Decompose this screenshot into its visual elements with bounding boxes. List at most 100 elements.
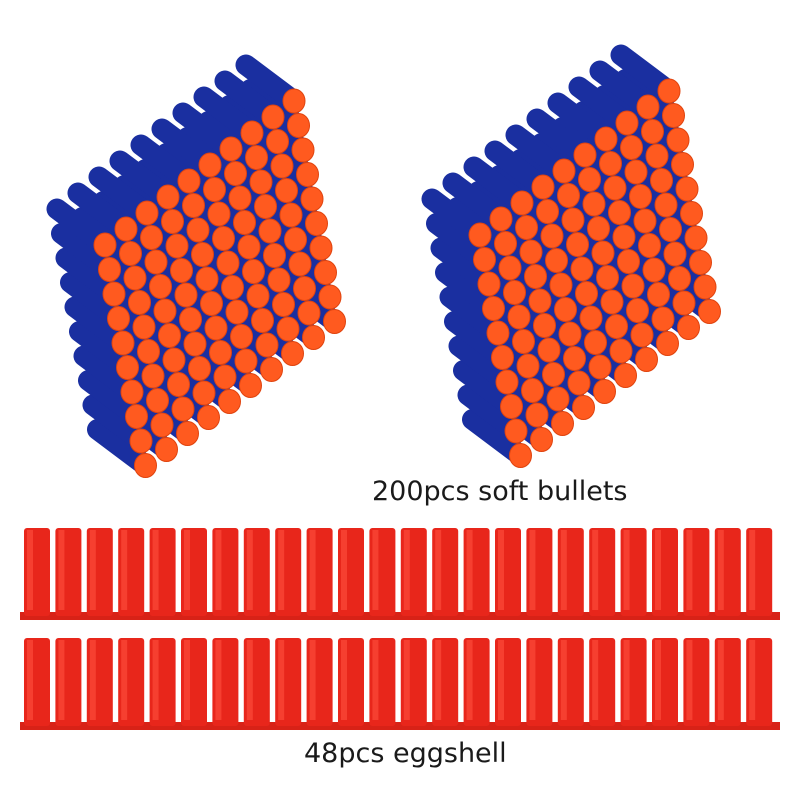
- dart-tip: [642, 257, 666, 283]
- dart-tip: [134, 453, 157, 478]
- shell-highlight: [278, 640, 285, 720]
- shell-highlight: [215, 530, 222, 610]
- dart-tip: [603, 175, 627, 201]
- dart-tip: [171, 396, 195, 422]
- shell-highlight: [435, 640, 442, 720]
- dart-tip: [582, 191, 606, 217]
- shell-highlight: [341, 640, 347, 720]
- dart-tip: [507, 304, 531, 330]
- dart-tip: [578, 167, 601, 192]
- dart-tip: [515, 215, 538, 240]
- dart-tip: [671, 152, 694, 177]
- dart-stacks: [46, 44, 721, 478]
- dart-tip: [477, 271, 501, 297]
- dart-tip: [162, 347, 186, 373]
- shell-highlight: [121, 530, 128, 610]
- shell-base: [20, 722, 780, 730]
- shell-highlight: [749, 530, 756, 610]
- dart-tip: [224, 161, 247, 186]
- shell-highlight: [89, 640, 96, 720]
- dart-tip: [297, 300, 321, 326]
- shell-highlight: [717, 530, 724, 610]
- dart-tip: [132, 314, 156, 340]
- dart-tip: [155, 437, 178, 462]
- shell-highlight: [529, 530, 536, 610]
- dart-tip: [486, 320, 510, 346]
- dart-tip: [635, 347, 658, 372]
- dart-tip: [677, 315, 700, 340]
- dart-tip: [693, 274, 717, 300]
- dart-tip: [651, 306, 675, 332]
- dart-tip: [177, 168, 201, 194]
- dart-tip: [629, 184, 652, 209]
- dart-tip: [495, 369, 519, 395]
- shell-highlight: [246, 530, 253, 610]
- shell-row: [20, 638, 780, 730]
- dart-tip: [557, 183, 580, 208]
- dart-tip: [620, 135, 643, 160]
- dart-tip: [617, 249, 640, 274]
- dart-tip: [261, 104, 285, 130]
- dart-tip: [161, 209, 184, 234]
- dart-tip: [537, 337, 561, 363]
- dart-tip: [536, 199, 559, 224]
- shell-highlight: [278, 530, 285, 610]
- dart-tip: [662, 103, 685, 128]
- dart-tip: [200, 291, 223, 316]
- eggshell-rows: [20, 528, 780, 730]
- dart-tip: [500, 394, 523, 419]
- dart-tip: [672, 290, 696, 316]
- shell-highlight: [246, 640, 253, 720]
- shells-caption: 48pcs eggshell: [304, 738, 507, 769]
- dart-tip: [279, 202, 303, 228]
- shell-highlight: [403, 640, 410, 720]
- dart-tip: [498, 255, 522, 281]
- dart-tip: [647, 282, 670, 307]
- shell-highlight: [686, 640, 693, 720]
- dart-tip: [281, 341, 304, 366]
- dart-tip: [314, 260, 337, 285]
- dart-tip: [240, 120, 264, 146]
- dart-stack: [421, 44, 721, 468]
- shell-highlight: [623, 530, 630, 610]
- dart-tip: [656, 331, 679, 356]
- dart-tip: [473, 247, 496, 272]
- dart-tip: [552, 158, 576, 184]
- shell-highlight: [184, 530, 190, 610]
- dart-tip: [591, 240, 615, 266]
- dart-tip: [153, 298, 177, 324]
- dart-tip: [567, 370, 591, 396]
- dart-tip: [182, 193, 205, 218]
- dart-tip: [641, 119, 664, 144]
- dart-tip: [636, 94, 660, 120]
- dart-tip: [654, 192, 678, 218]
- dart-tip: [260, 357, 283, 382]
- dart-tip: [116, 355, 139, 380]
- dart-tip: [468, 222, 492, 248]
- dart-tip: [251, 308, 274, 333]
- dart-tip: [179, 307, 202, 332]
- shell-highlight: [184, 640, 190, 720]
- shell-highlight: [466, 530, 473, 610]
- dart-tip: [533, 313, 556, 338]
- dart-tip: [300, 186, 324, 212]
- dart-tip: [291, 137, 315, 163]
- dart-tip: [246, 283, 270, 309]
- shell-highlight: [341, 530, 347, 610]
- dart-tip: [284, 227, 307, 252]
- dart-tip: [212, 226, 235, 251]
- dart-tip: [302, 325, 325, 350]
- dart-tip: [213, 364, 237, 390]
- dart-tip: [549, 272, 573, 298]
- dart-tip: [599, 151, 622, 176]
- dart-tip: [633, 208, 657, 234]
- dart-tip: [491, 345, 514, 370]
- dart-tip: [621, 273, 645, 299]
- dart-tip: [680, 201, 703, 226]
- dart-tip: [309, 235, 333, 261]
- dart-tip: [167, 372, 190, 397]
- dart-tip: [203, 177, 226, 202]
- dart-tip: [608, 200, 631, 225]
- dart-tip: [258, 218, 282, 244]
